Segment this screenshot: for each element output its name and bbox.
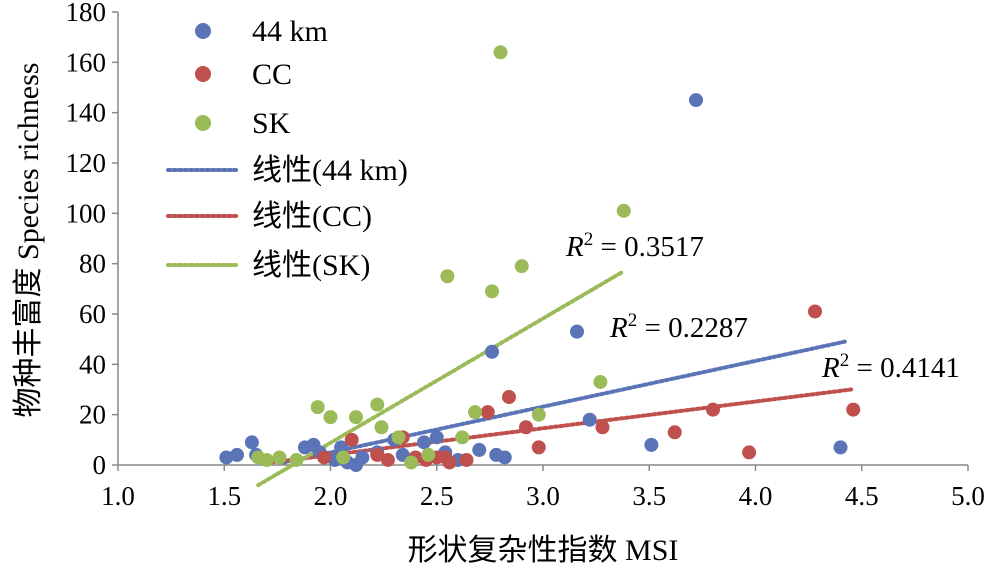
y-tick-label: 20 bbox=[79, 400, 106, 430]
data-point bbox=[502, 390, 516, 405]
data-point bbox=[440, 269, 455, 284]
legend: 44 km CC SK 线性(44 km) 线性(CC) 线性(SK) bbox=[166, 15, 408, 282]
data-point bbox=[421, 447, 436, 462]
x-tick-label: 1.0 bbox=[101, 481, 135, 511]
legend-label: 44 km bbox=[252, 15, 328, 48]
data-point bbox=[417, 435, 431, 450]
data-point bbox=[289, 452, 304, 467]
x-axis-title: 形状复杂性指数 MSI bbox=[408, 534, 679, 567]
data-point bbox=[846, 402, 861, 417]
data-point bbox=[442, 455, 457, 470]
data-point bbox=[272, 450, 287, 465]
data-point bbox=[531, 440, 546, 455]
data-point bbox=[310, 400, 325, 415]
data-point bbox=[593, 374, 608, 389]
x-tick-label: 2.5 bbox=[420, 481, 454, 511]
data-point bbox=[808, 304, 822, 319]
data-point bbox=[429, 430, 444, 445]
legend-label: 线性(CC) bbox=[252, 200, 372, 233]
data-point bbox=[595, 420, 610, 435]
data-point bbox=[455, 430, 470, 445]
x-tick-label: 3.5 bbox=[632, 481, 666, 511]
data-point bbox=[349, 410, 363, 425]
data-point bbox=[374, 420, 389, 435]
data-point bbox=[667, 425, 682, 440]
data-point bbox=[391, 430, 406, 445]
data-point bbox=[485, 284, 499, 299]
data-point bbox=[480, 405, 495, 420]
y-tick-label: 0 bbox=[93, 450, 107, 480]
data-point bbox=[485, 344, 499, 359]
legend-marker bbox=[195, 66, 211, 82]
data-point bbox=[531, 407, 546, 422]
data-point bbox=[370, 397, 385, 412]
trendline-0 bbox=[281, 339, 847, 465]
legend-label: SK bbox=[252, 107, 291, 140]
data-point bbox=[336, 450, 351, 465]
data-point bbox=[493, 45, 508, 60]
r-squared-labels: R2 = 0.2287 R2 = 0.4141 R2 = 0.3517 bbox=[565, 229, 960, 384]
y-tick-label: 120 bbox=[66, 148, 107, 178]
y-tick-label: 40 bbox=[79, 349, 106, 379]
data-point bbox=[230, 447, 244, 462]
data-point bbox=[459, 452, 474, 467]
data-point bbox=[259, 452, 274, 467]
data-point bbox=[468, 405, 482, 420]
data-point bbox=[355, 450, 370, 465]
trendline-1 bbox=[269, 387, 854, 465]
y-tick-label: 180 bbox=[66, 0, 107, 27]
data-point bbox=[404, 455, 419, 470]
y-tick-label: 140 bbox=[66, 98, 107, 128]
data-point bbox=[689, 93, 703, 108]
data-point bbox=[244, 435, 259, 450]
data-point bbox=[472, 442, 487, 457]
y-tick-labels: 0 20 40 60 80 100 120 140 160 180 bbox=[66, 0, 118, 480]
data-point bbox=[317, 450, 332, 465]
y-tick-label: 80 bbox=[79, 249, 106, 279]
data-point bbox=[570, 324, 584, 339]
data-point bbox=[616, 203, 631, 218]
data-points bbox=[219, 45, 861, 472]
x-tick-label: 2.0 bbox=[314, 481, 348, 511]
data-point bbox=[706, 402, 720, 417]
x-tick-labels: 1.0 1.5 2.0 2.5 3.0 3.5 4.0 4.5 5.0 bbox=[101, 465, 985, 511]
data-point bbox=[370, 447, 385, 462]
data-point bbox=[833, 440, 848, 455]
legend-label: 线性(44 km) bbox=[252, 154, 408, 187]
y-tick-label: 160 bbox=[66, 47, 107, 77]
data-point bbox=[644, 437, 659, 452]
x-tick-label: 3.0 bbox=[526, 481, 560, 511]
data-point bbox=[514, 259, 529, 274]
data-point bbox=[219, 450, 234, 465]
x-tick-label: 1.5 bbox=[207, 481, 241, 511]
data-point bbox=[742, 445, 757, 460]
r2-label: R2 = 0.4141 bbox=[821, 350, 960, 384]
data-point bbox=[323, 410, 338, 425]
y-axis-title: 物种丰富度 Species richness bbox=[12, 63, 45, 418]
legend-marker bbox=[195, 115, 211, 131]
legend-marker bbox=[195, 23, 211, 39]
data-point bbox=[519, 420, 533, 435]
data-point bbox=[497, 450, 512, 465]
x-tick-label: 4.5 bbox=[845, 481, 879, 511]
data-point bbox=[380, 452, 395, 467]
r2-label: R2 = 0.2287 bbox=[609, 310, 748, 344]
data-point bbox=[344, 432, 359, 447]
data-point bbox=[582, 412, 597, 427]
legend-label: 线性(SK) bbox=[252, 249, 370, 282]
y-tick-label: 100 bbox=[66, 198, 107, 228]
legend-label: CC bbox=[252, 58, 292, 91]
r2-label: R2 = 0.3517 bbox=[565, 229, 704, 263]
y-tick-label: 60 bbox=[79, 299, 106, 329]
x-tick-label: 5.0 bbox=[951, 481, 985, 511]
x-tick-label: 4.0 bbox=[739, 481, 773, 511]
